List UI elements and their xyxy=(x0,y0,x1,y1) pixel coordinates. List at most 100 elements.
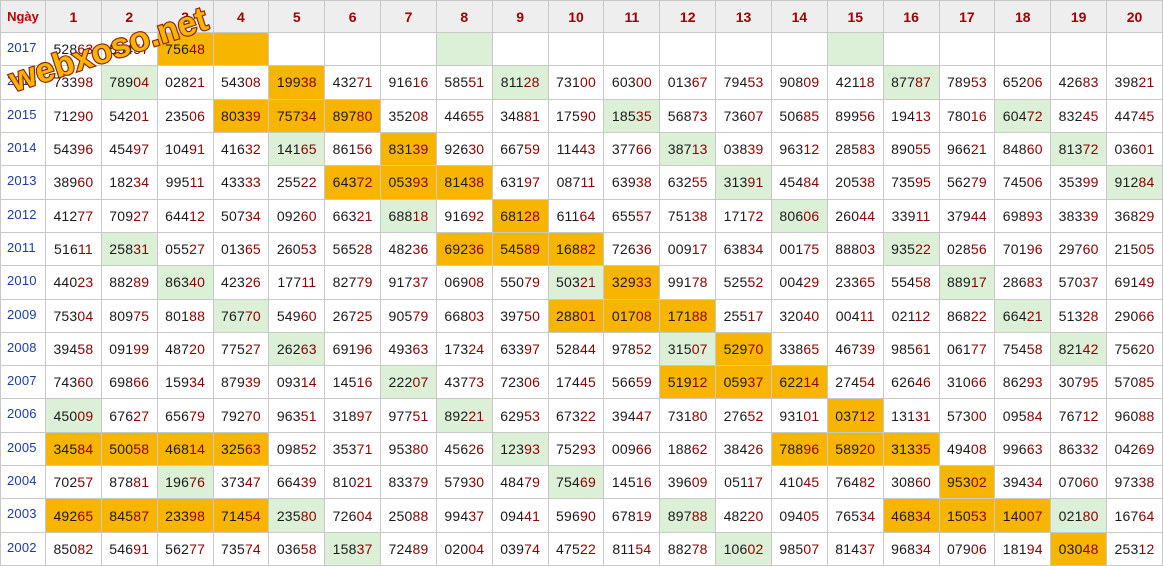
result-cell: 80339 xyxy=(212,98,270,133)
result-cell: 23398 xyxy=(156,498,214,533)
result-cell: 30795 xyxy=(1050,365,1108,400)
result-cell: 11443 xyxy=(547,131,605,167)
result-cell: 81372 xyxy=(1050,131,1108,167)
result-cell: 93101 xyxy=(770,398,828,433)
result-cell: 83139 xyxy=(380,131,437,167)
table-row: 2005 34584 50058 46814 32563 09852 35371 95380 4… xyxy=(0,431,1163,467)
result-cell: 46814 xyxy=(156,431,214,467)
result-cell: 73595 xyxy=(882,165,940,200)
result-cell: 34881 xyxy=(491,98,549,133)
result-cell: 17590 xyxy=(547,98,605,133)
year-label: 2002 xyxy=(0,531,46,566)
result-cell: 23365 xyxy=(826,265,884,300)
result-cell: 50058 xyxy=(100,431,158,467)
result-cell: 78896 xyxy=(770,431,828,467)
result-cell: 32933 xyxy=(603,265,661,300)
day-header: 8 xyxy=(435,0,493,33)
day-header: 3 xyxy=(156,0,214,33)
result-cell: 72604 xyxy=(324,498,382,533)
result-cell: 83245 xyxy=(1050,98,1108,133)
result-cell: 09314 xyxy=(268,365,326,400)
table-row: 2017 52863 55457 75648 xyxy=(0,31,1163,67)
result-cell: 05527 xyxy=(156,231,214,267)
result-cell: 84860 xyxy=(994,131,1052,167)
table-row: 2008 39458 09199 48720 77527 26263 69196 49363 1… xyxy=(0,331,1163,367)
result-cell: 75620 xyxy=(1106,331,1163,367)
result-cell: 89221 xyxy=(435,398,493,433)
result-cell: 14516 xyxy=(603,465,661,500)
result-cell: 03048 xyxy=(1050,531,1108,566)
year-label: 2014 xyxy=(0,131,46,167)
result-cell: 57300 xyxy=(938,398,996,433)
result-cell: 08711 xyxy=(547,165,605,200)
result-cell: 73398 xyxy=(45,65,102,100)
result-cell: 34584 xyxy=(45,431,102,467)
result-cell: 97852 xyxy=(603,331,661,367)
result-cell: 99663 xyxy=(994,431,1052,467)
result-cell: 19938 xyxy=(268,65,326,100)
day-header: 19 xyxy=(1050,0,1108,33)
result-cell: 52552 xyxy=(715,265,772,300)
result-cell: 65679 xyxy=(156,398,214,433)
result-cell: 09405 xyxy=(770,498,828,533)
table-row: 2006 45009 67627 65679 79270 96351 31897 97751 8… xyxy=(0,398,1163,433)
result-cell: 64412 xyxy=(156,198,214,233)
result-cell: 29066 xyxy=(1106,298,1163,333)
result-cell: 72636 xyxy=(603,231,661,267)
result-cell: 81154 xyxy=(603,531,661,566)
result-cell: 54691 xyxy=(100,531,158,566)
result-cell: 57930 xyxy=(435,465,493,500)
result-cell: 68818 xyxy=(380,198,437,233)
result-cell: 91737 xyxy=(380,265,437,300)
result-cell xyxy=(212,31,270,67)
result-cell: 45484 xyxy=(770,165,828,200)
result-cell: 56279 xyxy=(938,165,996,200)
day-header: 16 xyxy=(882,0,940,33)
result-cell: 03974 xyxy=(491,531,549,566)
result-cell: 14007 xyxy=(994,498,1052,533)
day-header: 12 xyxy=(659,0,717,33)
day-header: 17 xyxy=(938,0,996,33)
result-cell: 33865 xyxy=(770,331,828,367)
result-cell: 44745 xyxy=(1106,98,1163,133)
result-cell: 99437 xyxy=(435,498,493,533)
result-cell: 43773 xyxy=(435,365,493,400)
result-cell: 39750 xyxy=(491,298,549,333)
result-cell: 48479 xyxy=(491,465,549,500)
result-cell: 49265 xyxy=(45,498,102,533)
result-cell: 19676 xyxy=(156,465,214,500)
result-cell: 86156 xyxy=(324,131,382,167)
result-cell: 58551 xyxy=(435,65,493,100)
result-cell: 92630 xyxy=(435,131,493,167)
result-cell: 56873 xyxy=(659,98,717,133)
result-cell: 35399 xyxy=(1050,165,1108,200)
result-cell: 81437 xyxy=(826,531,884,566)
result-cell: 75304 xyxy=(45,298,102,333)
year-label: 2011 xyxy=(0,231,46,267)
result-cell xyxy=(547,31,605,67)
result-cell: 87881 xyxy=(100,465,158,500)
result-cell: 28583 xyxy=(826,131,884,167)
result-cell: 46739 xyxy=(826,331,884,367)
result-cell: 63255 xyxy=(659,165,717,200)
result-cell: 25312 xyxy=(1106,531,1163,566)
result-cell: 74506 xyxy=(994,165,1052,200)
result-cell: 78904 xyxy=(100,65,158,100)
result-cell: 54589 xyxy=(491,231,549,267)
result-cell: 70927 xyxy=(100,198,158,233)
result-cell: 66321 xyxy=(324,198,382,233)
result-cell: 90579 xyxy=(380,298,437,333)
result-cell: 73607 xyxy=(715,98,772,133)
result-cell: 31335 xyxy=(882,431,940,467)
result-cell xyxy=(1050,31,1108,67)
result-cell: 00175 xyxy=(770,231,828,267)
result-cell: 18194 xyxy=(994,531,1052,566)
result-cell: 17188 xyxy=(659,298,717,333)
result-cell: 12393 xyxy=(491,431,549,467)
table-row: 2002 85082 54691 56277 73574 03658 15837 72489 0… xyxy=(0,531,1163,566)
year-label: 2012 xyxy=(0,198,46,233)
result-cell: 62646 xyxy=(882,365,940,400)
result-cell: 96312 xyxy=(770,131,828,167)
day-header: 13 xyxy=(715,0,772,33)
result-cell: 39609 xyxy=(659,465,717,500)
